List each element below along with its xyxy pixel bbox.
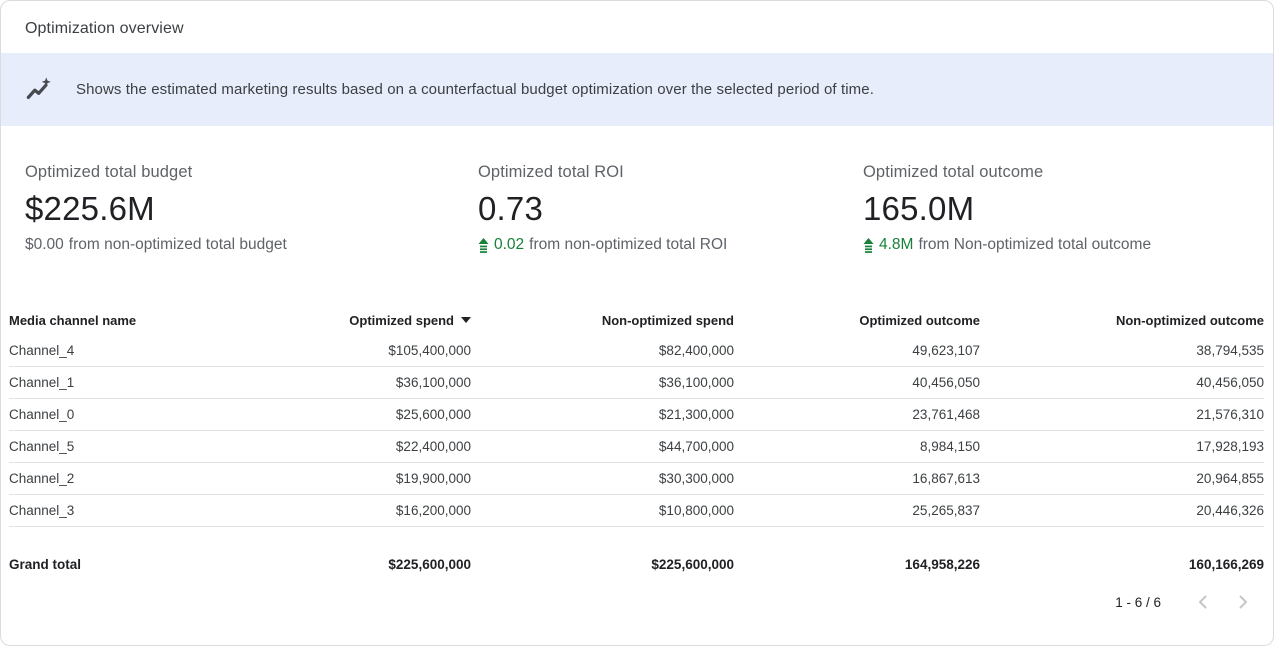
arrow-up-icon <box>478 237 489 253</box>
table-cell: $19,900,000 <box>395 471 471 486</box>
table-cell: 49,623,107 <box>912 343 980 358</box>
next-page-button[interactable] <box>1231 590 1255 614</box>
table-cell: $36,100,000 <box>658 375 734 390</box>
table-cell: 38,794,535 <box>1196 343 1264 358</box>
grand-total-label: Grand total <box>9 556 82 572</box>
grand-total-row: Grand total $225,600,000 $225,600,000 16… <box>9 548 1264 580</box>
column-header-label: Optimized outcome <box>859 312 980 328</box>
grand-total-cell: 164,958,226 <box>904 556 980 572</box>
column-header-label: Media channel name <box>9 312 137 328</box>
kpi-optimized-total-outcome: Optimized total outcome 165.0M 4.8M from… <box>863 163 1249 254</box>
column-header-label: Non-optimized spend <box>601 312 734 328</box>
kpi-optimized-total-roi: Optimized total ROI 0.73 0.02 from non-o… <box>478 163 863 254</box>
kpi-optimized-total-budget: Optimized total budget $225.6M $0.00 fro… <box>25 163 478 254</box>
table-cell: 40,456,050 <box>1196 375 1264 390</box>
table-cell: Channel_3 <box>9 503 75 518</box>
table-cell: 23,761,468 <box>912 407 980 422</box>
table-cell: 8,984,150 <box>919 439 980 454</box>
page-title: Optimization overview <box>25 20 184 37</box>
table-cell: Channel_4 <box>9 343 75 358</box>
pagination: 1 - 6 / 6 <box>9 580 1264 614</box>
table-row: Channel_1 $36,100,000 $36,100,000 40,456,05… <box>9 367 1264 399</box>
table-body: Channel_4 $105,400,000 $82,400,000 49,623,1… <box>9 335 1264 527</box>
table-cell: Channel_1 <box>9 375 75 390</box>
table-cell: $10,800,000 <box>658 503 734 518</box>
delta-text: from non-optimized total ROI <box>529 236 728 253</box>
banner-description: Shows the estimated marketing results ba… <box>76 81 874 98</box>
column-header-optimized-spend[interactable]: Optimized spend <box>186 313 471 328</box>
table-cell: 20,446,326 <box>1196 503 1264 518</box>
table-row: Channel_5 $22,400,000 $44,700,000 8,984,150… <box>9 431 1264 463</box>
grand-total-cell: $225,600,000 <box>651 556 734 572</box>
column-header-media-channel-name[interactable]: Media channel name <box>9 313 186 328</box>
table-cell: 20,964,855 <box>1196 471 1264 486</box>
kpi-label: Optimized total ROI <box>478 163 624 181</box>
column-header-optimized-outcome[interactable]: Optimized outcome <box>734 313 980 328</box>
table-row: Channel_2 $19,900,000 $30,300,000 16,867,61… <box>9 463 1264 495</box>
table-cell: 21,576,310 <box>1196 407 1264 422</box>
table-cell: $16,200,000 <box>395 503 471 518</box>
table-cell: $44,700,000 <box>658 439 734 454</box>
delta-text: from Non-optimized total outcome <box>918 236 1152 253</box>
channel-table: Media channel name Optimized spend Non-opt… <box>1 305 1273 645</box>
sort-desc-icon <box>461 317 471 323</box>
delta-text: from non-optimized total budget <box>68 236 287 253</box>
insights-icon <box>25 76 52 103</box>
table-cell: $25,600,000 <box>395 407 471 422</box>
grand-total-cell: $225,600,000 <box>388 556 471 572</box>
kpi-delta: 0.02 from non-optimized total ROI <box>478 236 863 254</box>
delta-amount: 4.8M <box>879 236 914 253</box>
page-range-label: 1 - 6 / 6 <box>1115 594 1161 610</box>
grand-total-cell: 160,166,269 <box>1188 556 1264 572</box>
table-cell: Channel_5 <box>9 439 75 454</box>
chevron-left-icon <box>1199 595 1207 609</box>
table-row: Channel_4 $105,400,000 $82,400,000 49,623,1… <box>9 335 1264 367</box>
table-cell: $21,300,000 <box>658 407 734 422</box>
arrow-up-icon <box>863 237 874 253</box>
kpi-value: $225.6M <box>25 190 155 227</box>
table-cell: $22,400,000 <box>395 439 471 454</box>
column-header-label: Optimized spend <box>349 312 454 328</box>
prev-page-button[interactable] <box>1191 590 1215 614</box>
table-cell: 25,265,837 <box>912 503 980 518</box>
table-cell: Channel_2 <box>9 471 75 486</box>
kpi-delta: 4.8M from Non-optimized total outcome <box>863 236 1249 254</box>
chevron-right-icon <box>1239 595 1247 609</box>
table-header-row: Media channel name Optimized spend Non-opt… <box>9 305 1264 335</box>
table-cell: 17,928,193 <box>1196 439 1264 454</box>
column-header-non-optimized-outcome[interactable]: Non-optimized outcome <box>980 313 1264 328</box>
kpi-value: 0.73 <box>478 190 544 227</box>
table-cell: $82,400,000 <box>658 343 734 358</box>
kpi-value: 165.0M <box>863 190 975 227</box>
table-cell: 40,456,050 <box>912 375 980 390</box>
table-cell: $36,100,000 <box>395 375 471 390</box>
table-cell: 16,867,613 <box>912 471 980 486</box>
table-row: Channel_0 $25,600,000 $21,300,000 23,761,46… <box>9 399 1264 431</box>
info-banner: Shows the estimated marketing results ba… <box>1 53 1273 126</box>
kpi-label: Optimized total outcome <box>863 163 1044 181</box>
kpi-delta: $0.00 from non-optimized total budget <box>25 236 478 254</box>
table-cell: $30,300,000 <box>658 471 734 486</box>
table-cell: Channel_0 <box>9 407 75 422</box>
column-header-non-optimized-spend[interactable]: Non-optimized spend <box>471 313 734 328</box>
table-row: Channel_3 $16,200,000 $10,800,000 25,265,83… <box>9 495 1264 527</box>
table-cell: $105,400,000 <box>388 343 471 358</box>
kpi-row: Optimized total budget $225.6M $0.00 fro… <box>1 126 1273 254</box>
delta-amount: $0.00 <box>25 236 64 253</box>
kpi-label: Optimized total budget <box>25 163 193 181</box>
card-header: Optimization overview <box>1 1 1273 53</box>
column-header-label: Non-optimized outcome <box>1115 312 1264 328</box>
delta-amount: 0.02 <box>494 236 525 253</box>
